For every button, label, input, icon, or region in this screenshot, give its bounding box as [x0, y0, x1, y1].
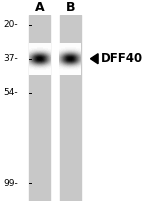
Text: 99-: 99-	[3, 179, 18, 188]
Bar	[60, 15, 81, 201]
Text: 37-: 37-	[3, 54, 18, 63]
Text: A: A	[35, 1, 45, 14]
Text: B: B	[66, 1, 75, 14]
Polygon shape	[90, 54, 98, 64]
Text: DFF40: DFF40	[101, 52, 143, 65]
Text: 20-: 20-	[4, 20, 18, 29]
Bar	[29, 15, 50, 201]
Text: 54-: 54-	[4, 88, 18, 97]
